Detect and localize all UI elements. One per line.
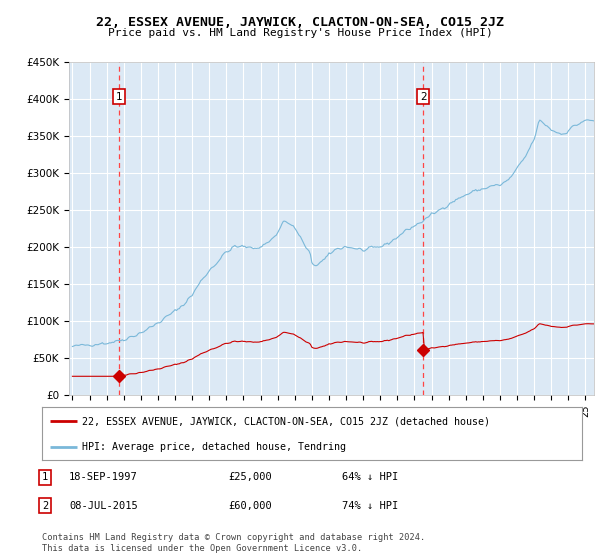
- Text: 22, ESSEX AVENUE, JAYWICK, CLACTON-ON-SEA, CO15 2JZ (detached house): 22, ESSEX AVENUE, JAYWICK, CLACTON-ON-SE…: [83, 417, 491, 427]
- Text: 22, ESSEX AVENUE, JAYWICK, CLACTON-ON-SEA, CO15 2JZ: 22, ESSEX AVENUE, JAYWICK, CLACTON-ON-SE…: [96, 16, 504, 29]
- Text: 1: 1: [116, 92, 122, 101]
- Text: £25,000: £25,000: [228, 472, 272, 482]
- Text: Contains HM Land Registry data © Crown copyright and database right 2024.
This d: Contains HM Land Registry data © Crown c…: [42, 533, 425, 553]
- Text: 1: 1: [42, 472, 48, 482]
- Text: 2: 2: [42, 501, 48, 511]
- Text: 18-SEP-1997: 18-SEP-1997: [69, 472, 138, 482]
- Text: 64% ↓ HPI: 64% ↓ HPI: [342, 472, 398, 482]
- Text: 74% ↓ HPI: 74% ↓ HPI: [342, 501, 398, 511]
- Text: HPI: Average price, detached house, Tendring: HPI: Average price, detached house, Tend…: [83, 442, 347, 452]
- Text: 08-JUL-2015: 08-JUL-2015: [69, 501, 138, 511]
- Text: £60,000: £60,000: [228, 501, 272, 511]
- Text: 2: 2: [420, 92, 427, 101]
- Text: Price paid vs. HM Land Registry's House Price Index (HPI): Price paid vs. HM Land Registry's House …: [107, 28, 493, 38]
